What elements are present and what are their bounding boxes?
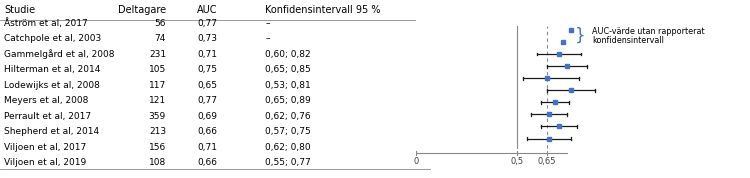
Text: 156: 156: [148, 143, 166, 151]
Text: Perrault et al, 2017: Perrault et al, 2017: [4, 112, 92, 121]
Text: 0,62; 0,80: 0,62; 0,80: [266, 143, 310, 151]
Text: konfidensintervall: konfidensintervall: [592, 36, 664, 45]
Text: Gammelgård et al, 2008: Gammelgård et al, 2008: [4, 49, 115, 59]
Text: Studie: Studie: [4, 5, 35, 15]
Text: 0: 0: [414, 157, 419, 166]
Text: 0,65: 0,65: [198, 81, 217, 90]
Text: 0,66: 0,66: [198, 158, 217, 167]
Text: 0,5: 0,5: [510, 157, 524, 166]
Text: Lodewijks et al, 2008: Lodewijks et al, 2008: [4, 81, 100, 90]
Text: 0,60; 0,82: 0,60; 0,82: [266, 50, 310, 59]
Text: 0,57; 0,75: 0,57; 0,75: [266, 127, 311, 136]
Text: 56: 56: [154, 19, 166, 28]
Text: 231: 231: [149, 50, 166, 59]
Text: Meyers et al, 2008: Meyers et al, 2008: [4, 96, 88, 105]
Text: –: –: [266, 19, 270, 28]
Text: Shepherd et al, 2014: Shepherd et al, 2014: [4, 127, 100, 136]
Text: 117: 117: [148, 81, 166, 90]
Text: 108: 108: [148, 158, 166, 167]
Text: Åström et al, 2017: Åström et al, 2017: [4, 18, 88, 28]
Text: 0,55; 0,77: 0,55; 0,77: [266, 158, 311, 167]
Text: 359: 359: [148, 112, 166, 121]
Text: Konfidensintervall 95 %: Konfidensintervall 95 %: [266, 5, 381, 15]
Text: 0,65; 0,85: 0,65; 0,85: [266, 65, 311, 74]
Text: 0,77: 0,77: [198, 19, 217, 28]
Text: Deltagare: Deltagare: [118, 5, 166, 15]
Text: 0,77: 0,77: [198, 96, 217, 105]
Text: Viljoen et al, 2019: Viljoen et al, 2019: [4, 158, 86, 167]
Text: 0,69: 0,69: [198, 112, 217, 121]
Text: 105: 105: [148, 65, 166, 74]
Text: AUC-värde utan rapporterat: AUC-värde utan rapporterat: [592, 27, 705, 36]
Text: 0,62; 0,76: 0,62; 0,76: [266, 112, 310, 121]
Text: 0,71: 0,71: [198, 143, 217, 151]
Text: 121: 121: [149, 96, 166, 105]
Text: Viljoen et al, 2017: Viljoen et al, 2017: [4, 143, 86, 151]
Text: 0,75: 0,75: [198, 65, 217, 74]
Text: AUC: AUC: [197, 5, 217, 15]
Text: Hilterman et al, 2014: Hilterman et al, 2014: [4, 65, 100, 74]
Text: –: –: [266, 34, 270, 43]
Text: 0,53; 0,81: 0,53; 0,81: [266, 81, 311, 90]
Text: }: }: [575, 27, 586, 45]
Text: 74: 74: [154, 34, 166, 43]
Text: 213: 213: [149, 127, 166, 136]
Text: 0,65: 0,65: [538, 157, 556, 166]
Text: 0,71: 0,71: [198, 50, 217, 59]
Text: 0,73: 0,73: [198, 34, 217, 43]
Text: 0,66: 0,66: [198, 127, 217, 136]
Text: 0,65; 0,89: 0,65; 0,89: [266, 96, 311, 105]
Text: Catchpole et al, 2003: Catchpole et al, 2003: [4, 34, 101, 43]
